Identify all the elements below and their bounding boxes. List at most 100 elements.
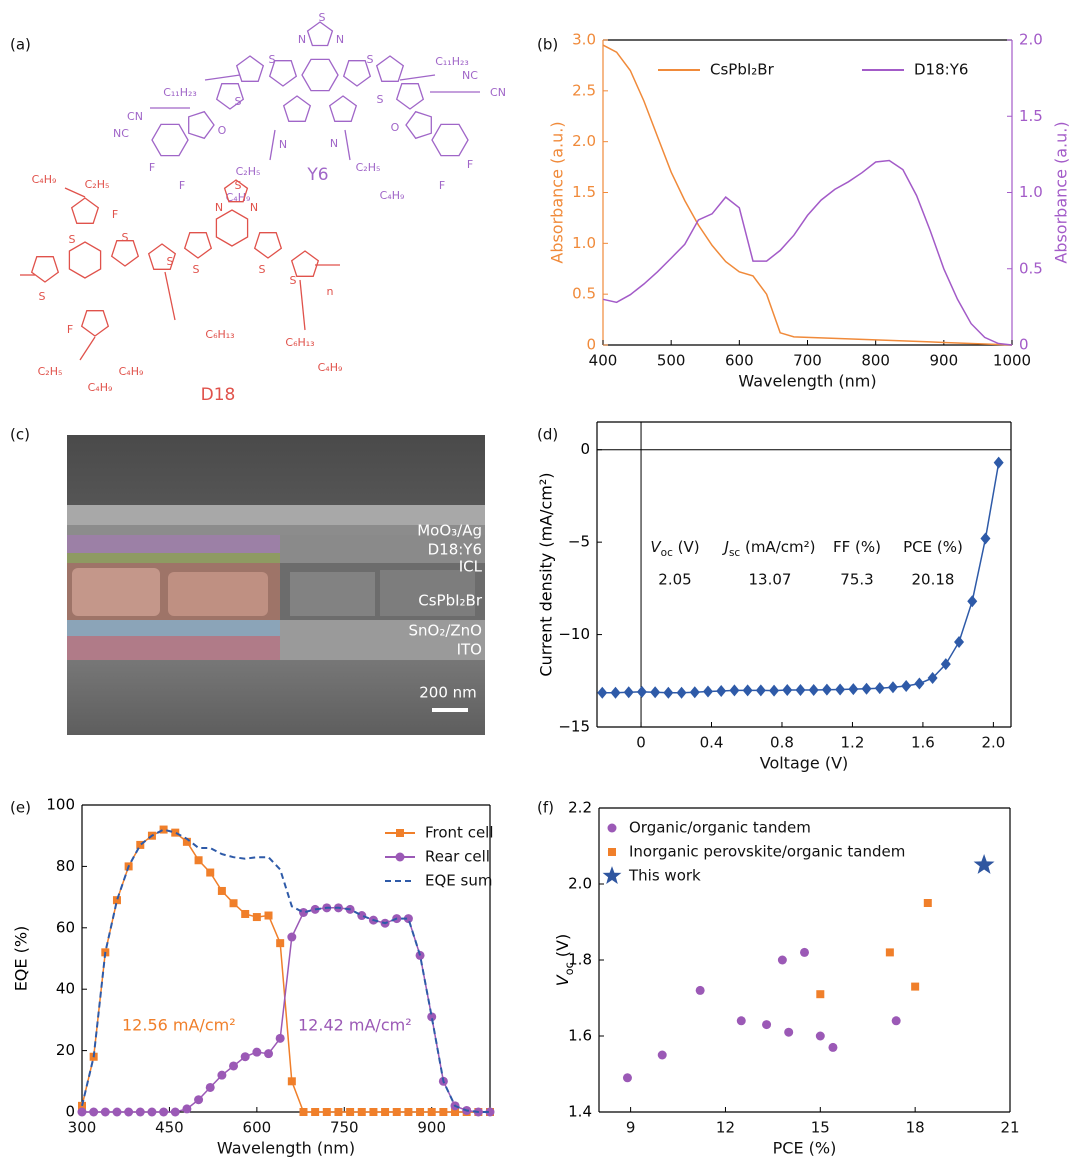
atom-label: S: [122, 231, 129, 244]
marker: [610, 687, 620, 699]
annotation: 12.56 mA/cm²: [122, 1016, 236, 1035]
marker: [159, 1108, 168, 1117]
layer-label: MoO₃/Ag: [417, 522, 482, 540]
x-tick-label: 800: [861, 352, 890, 370]
marker: [241, 910, 249, 918]
marker: [358, 1108, 366, 1116]
marker: [230, 899, 238, 907]
marker: [147, 1108, 156, 1117]
atom-label: S: [269, 53, 276, 66]
bond: [270, 130, 275, 160]
table-header: Voc (V): [650, 538, 699, 560]
atom-label: O: [218, 124, 227, 137]
ring: [82, 311, 109, 336]
x-tick-label: 600: [243, 1119, 272, 1137]
marker: [346, 1108, 354, 1116]
figure: (a)SNNSSC₁₁H₂₃C₁₁H₂₃SSNNCNNCNCCNOOC₂H₅C₄…: [0, 0, 1072, 1161]
atom-label: CN: [490, 86, 506, 99]
marker: [428, 1108, 436, 1116]
x-tick-label: 1.2: [841, 734, 865, 752]
marker: [171, 1108, 180, 1117]
marker: [171, 829, 179, 837]
x-tick-label: 600: [725, 352, 754, 370]
marker: [756, 684, 766, 696]
marker: [892, 1016, 901, 1025]
atom-label: C₄H₉: [32, 173, 57, 186]
atom-label: NC: [462, 69, 478, 82]
atom-label: C₆H₁₃: [205, 328, 234, 341]
x-tick-label: 1.6: [911, 734, 935, 752]
y2-tick-label: 2.0: [1019, 31, 1043, 49]
atom-label: C₄H₉: [380, 189, 405, 202]
layer-label: SnO₂/ZnO: [409, 622, 483, 640]
marker: [89, 1108, 98, 1117]
marker: [396, 853, 405, 862]
marker: [886, 948, 894, 956]
x-tick-label: 15: [811, 1119, 830, 1137]
molecule-name: Y6: [306, 165, 328, 185]
table-header: Jsc (mA/cm²): [722, 538, 816, 560]
marker: [264, 1049, 273, 1058]
marker: [703, 686, 713, 698]
panel-label: (e): [10, 799, 31, 817]
marker: [901, 680, 911, 692]
marker: [762, 1020, 771, 1029]
marker: [795, 684, 805, 696]
table-value: 20.18: [912, 571, 955, 589]
atom-label: S: [39, 290, 46, 303]
x-axis-title: Voltage (V): [760, 754, 849, 773]
molecule-name: D18: [201, 385, 236, 405]
bond: [165, 272, 175, 320]
sem-layer: [67, 553, 280, 563]
text-part: FF (%): [833, 538, 881, 556]
x-tick-label: 0.4: [700, 734, 724, 752]
marker: [994, 457, 1004, 469]
ring: [377, 56, 404, 81]
y-axis-title: EQE (%): [12, 926, 31, 992]
panel-label: (b): [537, 36, 558, 54]
marker: [782, 684, 792, 696]
legend-marker: [608, 824, 617, 833]
marker: [729, 684, 739, 696]
ring: [292, 251, 319, 276]
atom-label: S: [235, 179, 242, 192]
legend-label: Inorganic perovskite/organic tandem: [629, 843, 905, 861]
ring: [397, 84, 424, 109]
text-part: (mA/cm²): [740, 538, 815, 556]
marker: [862, 683, 872, 695]
atom-label: S: [193, 263, 200, 276]
ring: [237, 56, 264, 81]
ring: [284, 96, 311, 121]
y-tick-label: 0: [586, 336, 596, 354]
marker: [637, 686, 647, 698]
marker: [252, 1048, 261, 1057]
layer-label: CsPbI₂Br: [418, 592, 483, 610]
table-header: PCE (%): [903, 538, 963, 556]
marker: [357, 911, 366, 920]
marker: [396, 829, 404, 837]
atom-label: F: [179, 179, 185, 192]
marker: [229, 1061, 238, 1070]
y-tick-label: 100: [46, 796, 75, 814]
y-tick-label: 1.4: [568, 1103, 592, 1121]
atom-label: C₄H₉: [119, 365, 144, 378]
ring: [406, 112, 431, 139]
x-tick-label: 9: [626, 1119, 636, 1137]
atom-label: S: [319, 11, 326, 24]
sem-grain: [168, 572, 268, 616]
table-value: 75.3: [840, 571, 873, 589]
y-tick-label: 20: [56, 1041, 75, 1059]
ring: [330, 96, 357, 121]
marker: [743, 684, 753, 696]
atom-label: C₁₁H₂₃: [163, 86, 197, 99]
marker: [800, 948, 809, 957]
y-axis-title: Absorbance (a.u.): [548, 121, 567, 263]
marker: [124, 1108, 133, 1117]
atom-label: S: [235, 95, 242, 108]
marker: [195, 856, 203, 864]
y-tick-label: 0: [65, 1103, 75, 1121]
ring: [432, 124, 468, 155]
atom-label: C₂H₅: [38, 365, 63, 378]
marker: [737, 1016, 746, 1025]
